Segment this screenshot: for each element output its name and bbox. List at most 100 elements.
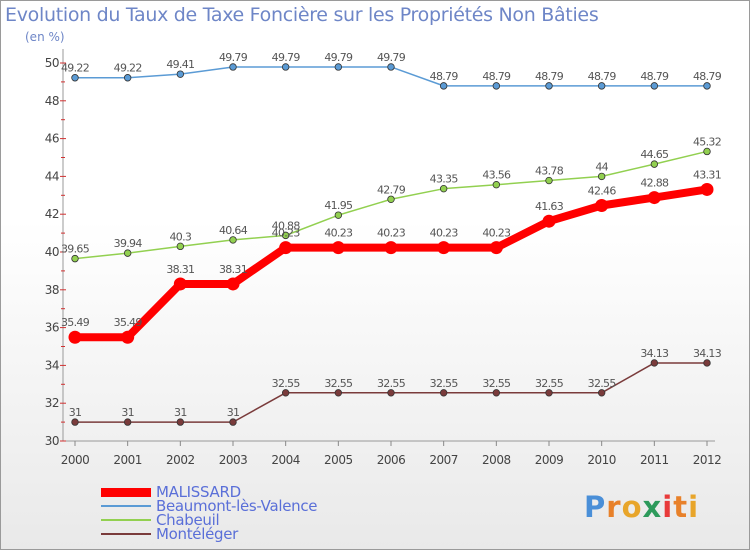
x-tick-label: 2012 [693, 453, 722, 467]
legend-label: Montéléger [156, 525, 239, 543]
chart-title: Evolution du Taux de Taxe Foncière sur l… [5, 4, 599, 26]
data-point [387, 63, 395, 71]
x-tick-label: 2003 [219, 453, 248, 467]
data-label: 40.23 [377, 227, 406, 240]
data-label: 32.55 [272, 377, 301, 390]
logo-letter: r [606, 490, 622, 524]
data-label: 42.46 [588, 185, 617, 198]
y-tick-label: 34 [45, 358, 59, 372]
legend-label: MALISSARD [156, 483, 241, 501]
x-tick-label: 2007 [429, 453, 458, 467]
data-point [492, 389, 501, 397]
data-label: 35.49 [114, 316, 143, 329]
legend-swatch-beaumont [101, 505, 151, 507]
data-point [334, 211, 343, 219]
x-tick-label: 2009 [535, 453, 564, 467]
data-label: 32.55 [430, 377, 459, 390]
data-label: 49.41 [166, 58, 194, 71]
data-point [650, 82, 659, 90]
x-tick-label: 2010 [587, 453, 616, 467]
y-tick-label: 30 [45, 434, 59, 448]
x-tick-label: 2011 [640, 453, 669, 467]
data-label: 38.31 [219, 263, 247, 276]
legend-swatch-malissard [101, 488, 151, 497]
data-point [71, 418, 79, 426]
data-point [123, 418, 132, 426]
data-label: 49.22 [61, 62, 89, 75]
data-label: 45.32 [693, 135, 721, 148]
data-point [123, 249, 132, 257]
data-point [597, 172, 606, 181]
y-tick-label: 48 [45, 94, 59, 108]
data-point [281, 389, 290, 397]
data-point [387, 389, 395, 397]
data-label: 42.79 [377, 183, 406, 196]
data-label: 49.79 [219, 51, 248, 64]
data-point [703, 359, 711, 367]
legend-swatch-monteleger [101, 533, 151, 535]
data-label: 40.64 [219, 224, 248, 237]
data-label: 43.56 [482, 169, 511, 182]
proxiti-logo: Proxiti [584, 490, 699, 524]
data-point [542, 214, 556, 228]
data-label: 44.65 [640, 148, 669, 161]
legend-label: Beaumont-lès-Valence [156, 497, 318, 515]
data-label: 48.79 [430, 70, 459, 83]
data-point [68, 330, 82, 344]
y-tick-label: 40 [45, 245, 59, 259]
data-label: 32.55 [535, 377, 564, 390]
data-point [700, 182, 714, 196]
logo-letter: i [662, 490, 674, 524]
data-point [229, 236, 237, 244]
data-label: 40.23 [324, 227, 353, 240]
data-label: 44 [595, 160, 608, 173]
data-label: 41.63 [535, 200, 564, 213]
data-point [387, 195, 395, 203]
data-label: 31 [69, 406, 82, 419]
logo-letter: o [621, 490, 643, 524]
legend-label: Chabeuil [156, 511, 220, 529]
data-label: 40.88 [272, 219, 301, 232]
data-point [123, 74, 132, 82]
data-label: 48.79 [588, 70, 617, 83]
legend-swatch-chabeuil [101, 519, 151, 521]
y-unit-label: (en %) [25, 30, 65, 44]
x-tick-label: 2002 [166, 453, 195, 467]
data-label: 32.55 [482, 377, 511, 390]
data-point [331, 241, 345, 255]
data-point [545, 389, 553, 397]
data-label: 32.55 [377, 377, 406, 390]
y-tick-label: 42 [45, 207, 59, 221]
x-tick-label: 2001 [113, 453, 142, 467]
data-label: 38.31 [166, 263, 194, 276]
logo-letter: i [688, 490, 700, 524]
data-label: 31 [121, 406, 134, 419]
data-point [173, 277, 187, 291]
data-point [279, 241, 293, 255]
data-point [703, 147, 711, 156]
y-tick-label: 32 [45, 396, 59, 410]
data-point [226, 277, 240, 291]
data-label: 43.78 [535, 165, 564, 178]
data-label: 49.22 [114, 62, 142, 75]
data-label: 41.95 [324, 199, 353, 212]
data-label: 39.94 [114, 237, 143, 250]
data-point [595, 199, 609, 213]
data-point [650, 160, 659, 168]
data-point [439, 184, 448, 193]
x-tick-label: 2004 [271, 453, 300, 467]
data-point [492, 82, 501, 90]
x-tick-label: 2008 [482, 453, 511, 467]
y-tick-label: 38 [45, 283, 59, 297]
data-point [384, 241, 398, 255]
data-label: 43.35 [430, 173, 459, 186]
data-label: 48.79 [640, 70, 669, 83]
x-tick-label: 2005 [324, 453, 353, 467]
data-point [121, 330, 135, 344]
data-label: 35.49 [61, 316, 90, 329]
data-label: 34.13 [640, 347, 669, 360]
data-label: 31 [227, 406, 240, 419]
data-label: 40.23 [482, 227, 511, 240]
data-point [545, 82, 553, 90]
